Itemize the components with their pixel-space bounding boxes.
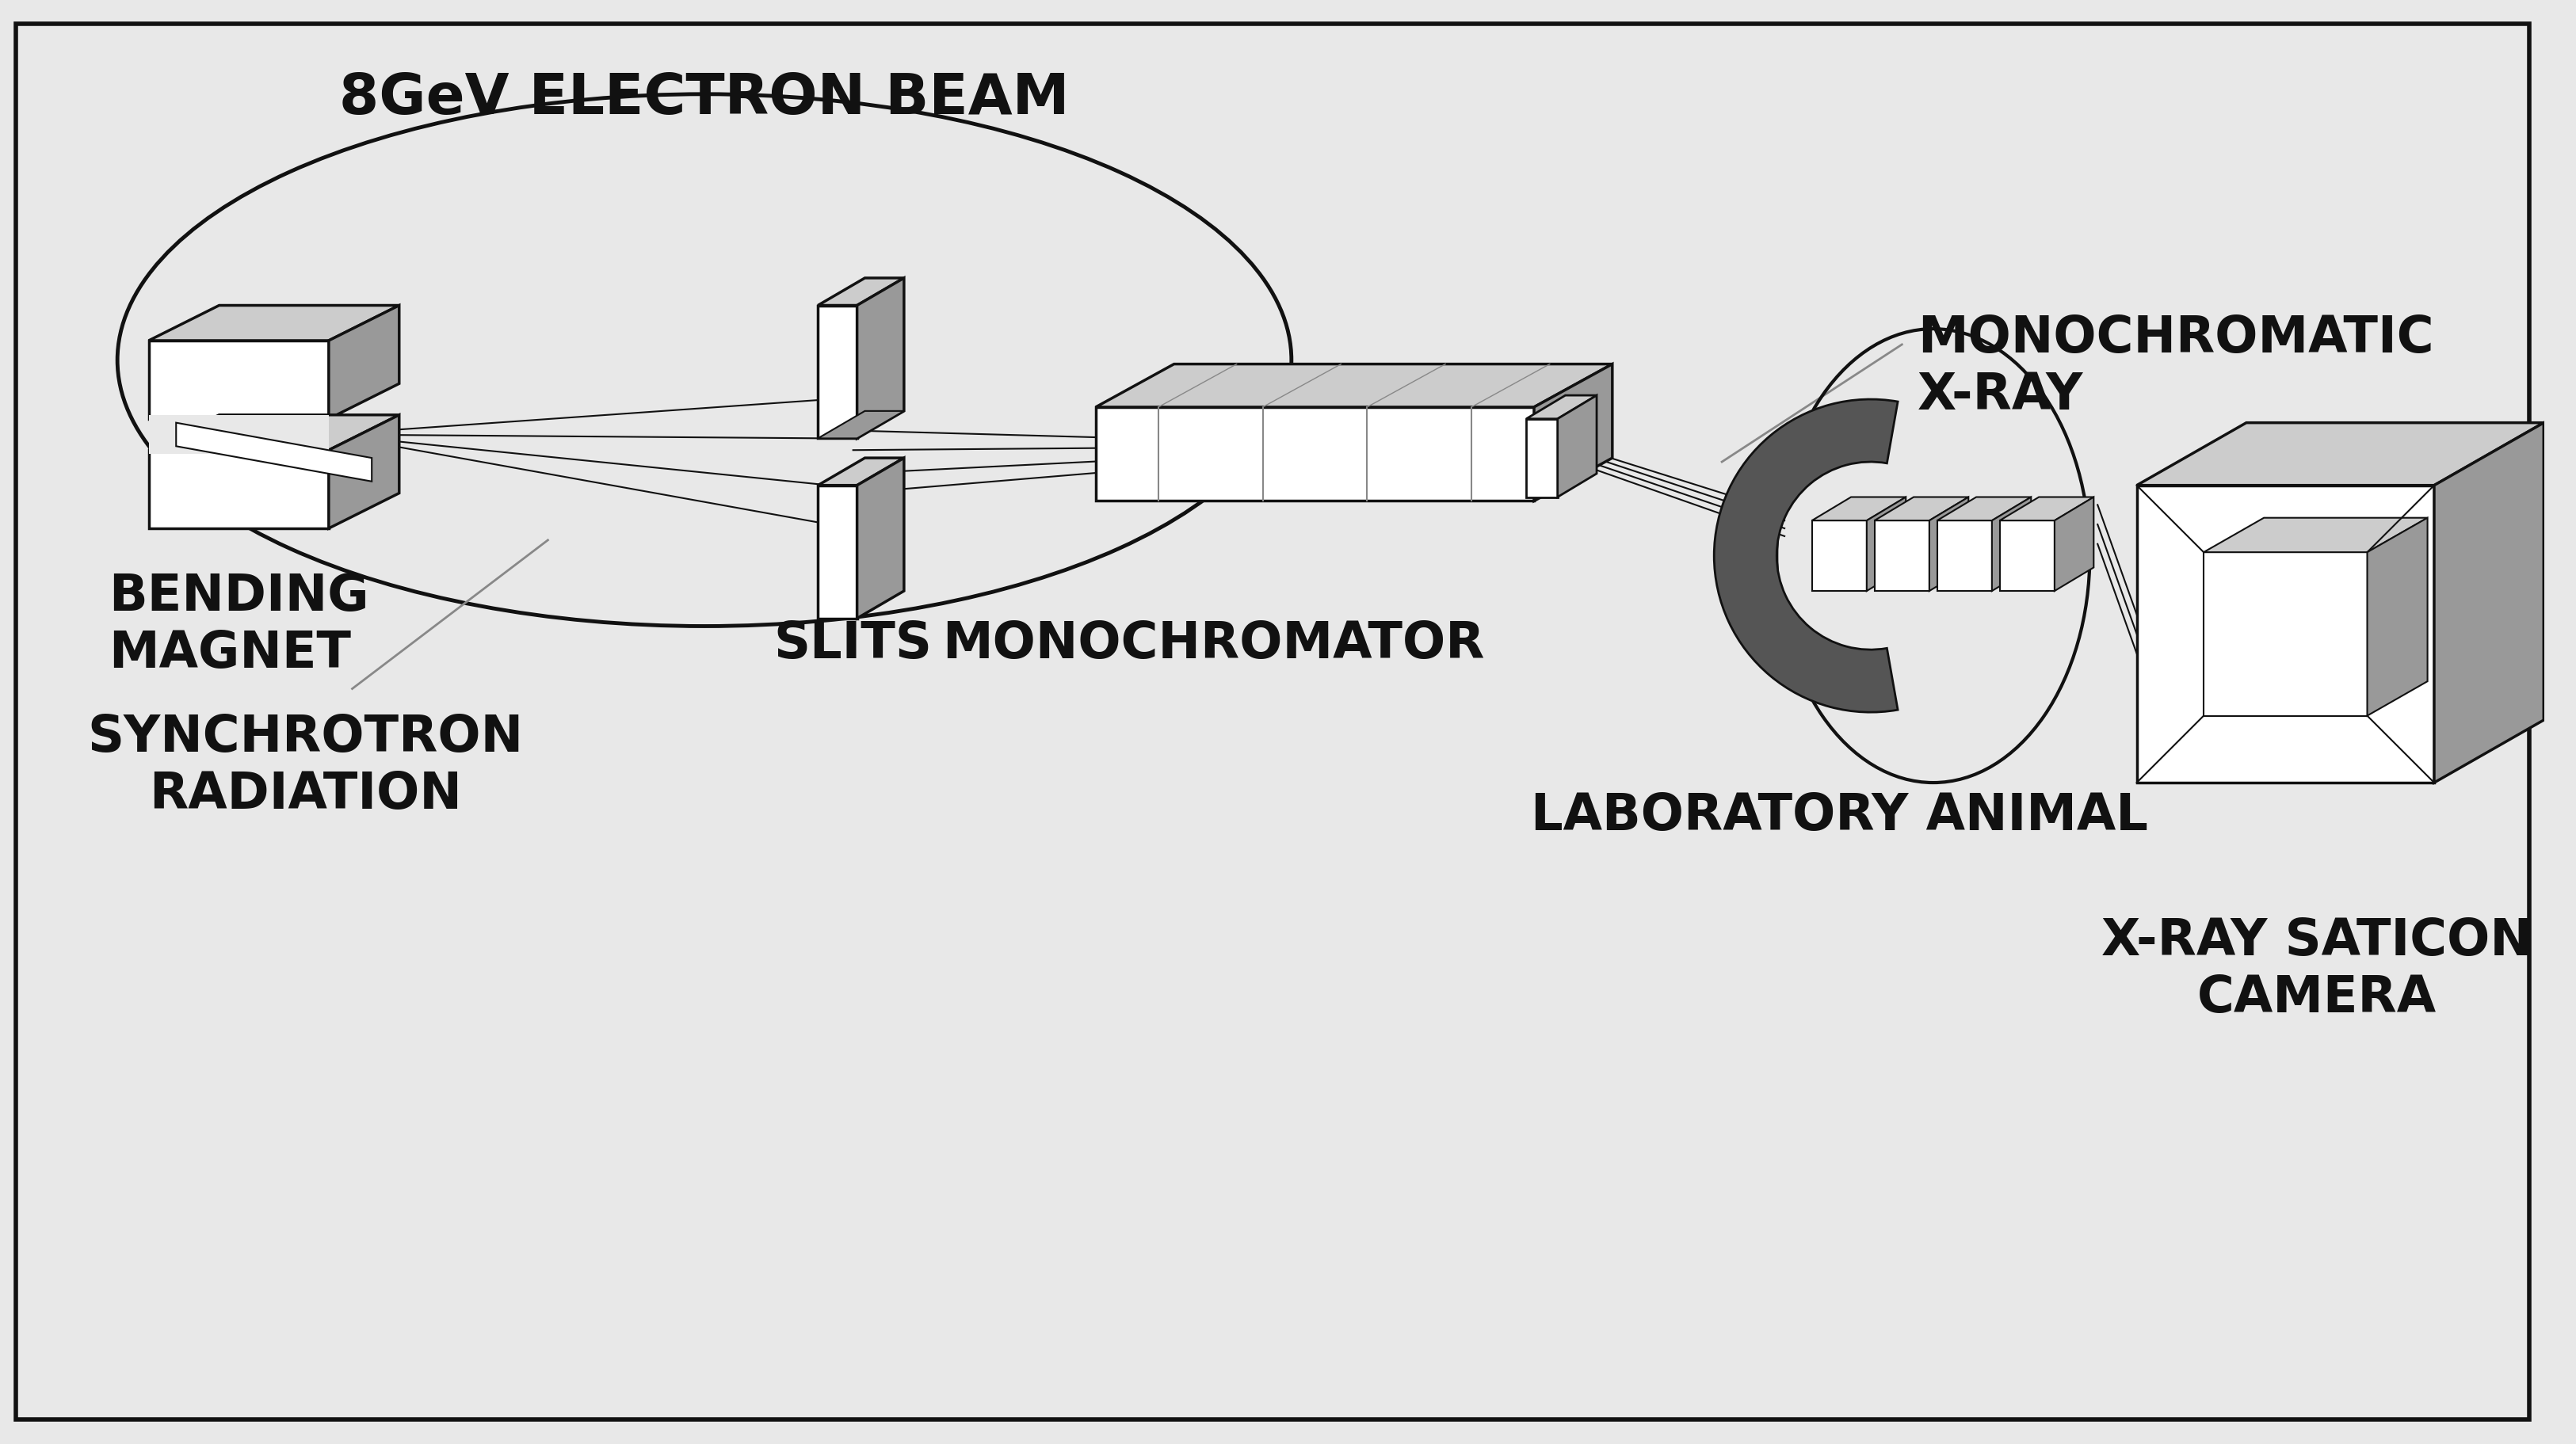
Polygon shape (1875, 498, 1968, 521)
Polygon shape (330, 416, 399, 529)
Polygon shape (1525, 419, 1558, 498)
Polygon shape (819, 306, 858, 439)
Polygon shape (175, 423, 371, 482)
Polygon shape (149, 341, 330, 419)
Polygon shape (149, 451, 330, 529)
Polygon shape (1875, 521, 1929, 592)
Polygon shape (819, 279, 904, 306)
Polygon shape (1095, 407, 1535, 501)
Text: MONOCHROMATOR: MONOCHROMATOR (943, 619, 1484, 669)
Text: MONOCHROMATIC
X-RAY: MONOCHROMATIC X-RAY (1917, 313, 2434, 420)
Text: SLITS: SLITS (773, 619, 933, 669)
Polygon shape (1929, 498, 1968, 592)
Text: 8GeV ELECTRON BEAM: 8GeV ELECTRON BEAM (340, 71, 1069, 126)
Text: SYNCHROTRON
RADIATION: SYNCHROTRON RADIATION (88, 713, 523, 819)
Text: X-RAY SATICON
CAMERA: X-RAY SATICON CAMERA (2102, 915, 2532, 1022)
Polygon shape (1991, 498, 2030, 592)
Polygon shape (149, 416, 399, 451)
Polygon shape (2367, 518, 2427, 716)
Polygon shape (2434, 423, 2543, 783)
Polygon shape (819, 458, 904, 485)
Polygon shape (858, 458, 904, 619)
Polygon shape (1999, 498, 2094, 521)
Polygon shape (858, 279, 904, 439)
Polygon shape (1868, 498, 1906, 592)
Polygon shape (2202, 518, 2427, 553)
Polygon shape (2136, 423, 2543, 485)
Polygon shape (2136, 485, 2434, 783)
Polygon shape (819, 485, 858, 619)
Text: LABORATORY ANIMAL: LABORATORY ANIMAL (1530, 791, 2148, 840)
Polygon shape (1535, 365, 1613, 501)
Polygon shape (2056, 498, 2094, 592)
Polygon shape (1558, 396, 1597, 498)
Polygon shape (1095, 365, 1613, 407)
Polygon shape (1937, 498, 2030, 521)
Wedge shape (1713, 400, 1899, 713)
Polygon shape (819, 412, 904, 439)
Polygon shape (1937, 521, 1991, 592)
Polygon shape (1525, 396, 1597, 419)
Polygon shape (330, 306, 399, 419)
Polygon shape (149, 306, 399, 341)
Polygon shape (149, 416, 330, 455)
Text: BENDING
MAGNET: BENDING MAGNET (108, 572, 368, 677)
Polygon shape (1811, 498, 1906, 521)
Polygon shape (1811, 521, 1868, 592)
Polygon shape (1999, 521, 2056, 592)
